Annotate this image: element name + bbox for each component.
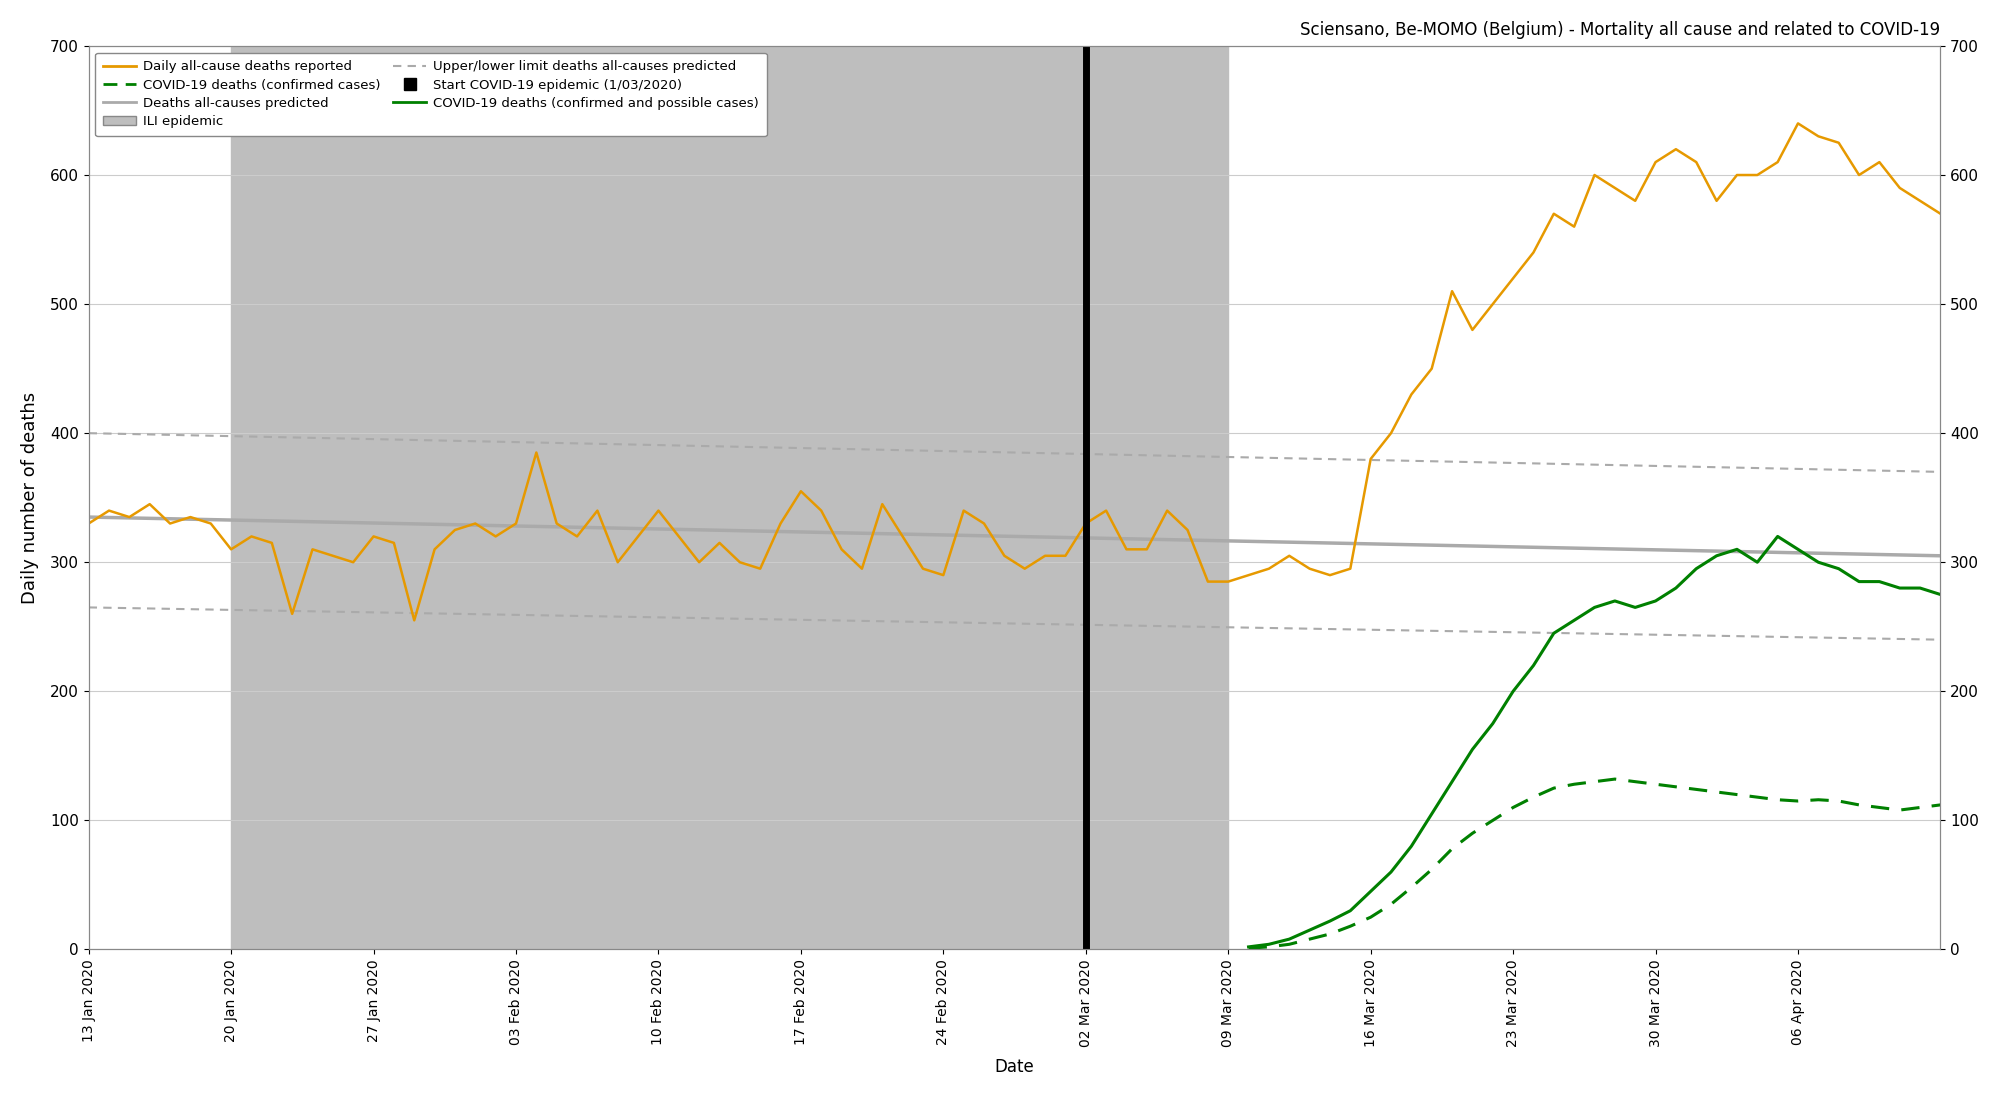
Y-axis label: Daily number of deaths: Daily number of deaths — [20, 392, 38, 603]
Bar — [232, 46, 1228, 950]
Legend: Daily all-cause deaths reported, COVID-19 deaths (confirmed cases), Deaths all-c: Daily all-cause deaths reported, COVID-1… — [96, 53, 766, 136]
Text: Sciensano, Be-MOMO (Belgium) - Mortality all cause and related to COVID-19: Sciensano, Be-MOMO (Belgium) - Mortality… — [1300, 21, 1940, 38]
X-axis label: Date: Date — [994, 1059, 1034, 1076]
